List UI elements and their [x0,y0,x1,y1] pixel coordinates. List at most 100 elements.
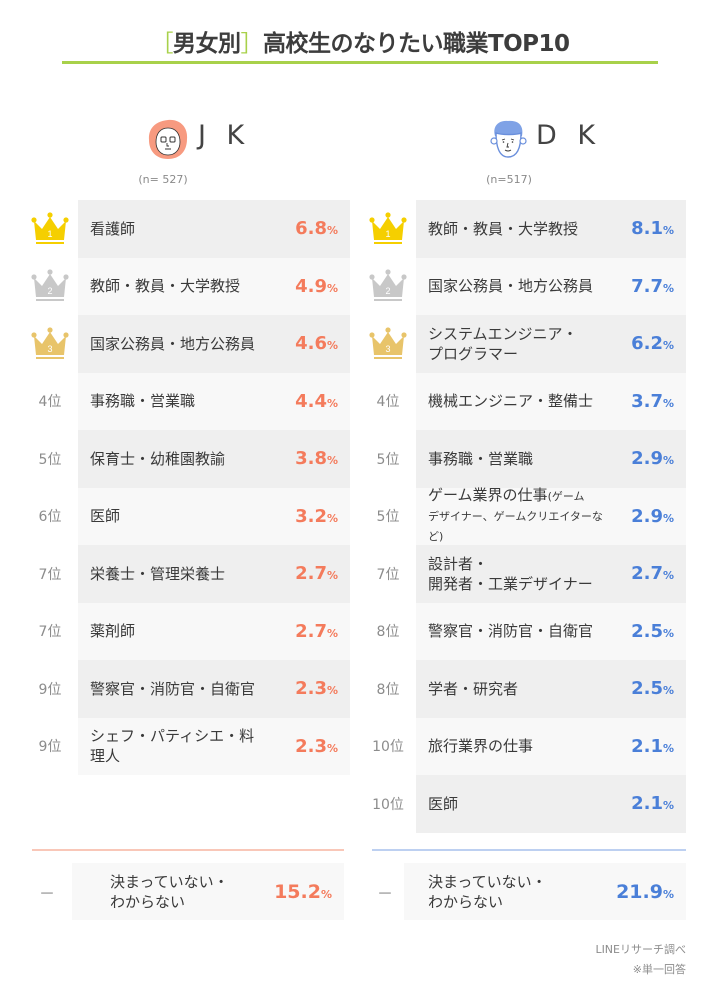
job-name: 看護師 [90,219,136,238]
job-name: シェフ・パティシエ・料理人 [90,727,255,766]
dk-ranking-list: 1 教師・教員・大学教授 8.1% 2 国家公務員・地方公務員 7.7% 3 シ… [360,200,690,833]
job-name: システムエンジニア・ プログラマー [428,324,578,363]
table-row: 7位 薬剤師 2.7% [22,602,352,660]
table-row: 7位 設計者・ 開発者・工業デザイナー 2.7% [360,545,690,603]
percentage: 15.2% [274,880,332,903]
table-row: 3 国家公務員・地方公務員 4.6% [22,315,352,373]
table-row: 10位 医師 2.1% [360,775,690,833]
svg-text:3: 3 [385,344,390,354]
rank-label: 10位 [372,739,404,756]
rank-label: 8位 [376,681,400,698]
table-row: 5位 ゲーム業界の仕事(ゲーム デザイナー、ゲームクリエイターなど) 2.9% [360,486,690,545]
row-cell: 警察官・消防官・自衛官 2.3% [78,660,350,718]
table-row: 2 教師・教員・大学教授 4.9% [22,257,352,315]
row-cell: 国家公務員・地方公務員 7.7% [416,257,686,315]
rank-1: 1 [22,200,78,258]
percentage: 4.4% [295,390,338,412]
row-cell: 事務職・営業職 2.9% [416,430,686,488]
bronze-crown-icon: 3 [31,327,69,361]
row-cell: ゲーム業界の仕事(ゲーム デザイナー、ゲームクリエイターなど) 2.9% [416,486,686,545]
jk-sample-size: (n= 527) [138,173,188,186]
svg-text:3: 3 [47,344,52,354]
row-cell: 警察官・消防官・自衛官 2.5% [416,602,686,660]
job-name: 国家公務員・地方公務員 [428,277,594,296]
girl-face-icon [148,119,188,159]
table-row: 10位 旅行業界の仕事 2.1% [360,717,690,775]
dk-sample-size: (n=517) [486,173,532,186]
row-cell: 教師・教員・大学教授 4.9% [78,257,350,315]
row-cell: 機械エンジニア・整備士 3.7% [416,372,686,430]
bronze-crown-icon: 3 [369,327,407,361]
row-cell: 事務職・営業職 4.4% [78,372,350,430]
rank-label: 8位 [376,624,400,641]
job-name: 旅行業界の仕事 [428,737,534,756]
dk-header: D K [360,118,690,166]
percentage: 2.1% [631,793,674,815]
rank-3: 3 [360,315,416,373]
rank-label: 5位 [38,451,62,468]
rank-label: 10位 [372,796,404,813]
boy-face-icon [490,120,527,158]
row-cell: 旅行業界の仕事 2.1% [416,717,686,775]
rank-label: 7位 [38,624,62,641]
table-row: 4位 事務職・営業職 4.4% [22,372,352,430]
jk-label: J K [198,120,251,151]
table-row: 5位 事務職・営業職 2.9% [360,430,690,488]
job-name: ゲーム業界の仕事(ゲーム デザイナー、ゲームクリエイターなど) [428,486,603,544]
jk-divider [32,849,344,851]
job-name: 教師・教員・大学教授 [428,219,579,238]
job-name: 国家公務員・地方公務員 [90,334,256,353]
row-cell: 薬剤師 2.7% [78,602,350,660]
job-name: 警察官・消防官・自衛官 [90,679,256,698]
rank-1: 1 [360,200,416,258]
job-name: 事務職・営業職 [90,392,196,411]
gold-crown-icon: 1 [369,212,407,246]
rank-label: 4位 [38,394,62,411]
rank-2: 2 [360,258,416,316]
svg-text:2: 2 [385,286,390,296]
gold-crown-icon: 1 [31,212,69,246]
svg-text:1: 1 [385,229,390,239]
row-cell: 決まっていない・ わからない 15.2% [72,863,344,920]
percentage: 7.7% [631,275,674,297]
row-cell: 設計者・ 開発者・工業デザイナー 2.7% [416,545,686,603]
title-underline [62,61,658,64]
rank-label: 9位 [38,681,62,698]
row-cell: 栄養士・管理栄養士 2.7% [78,545,350,603]
table-row: 9位 警察官・消防官・自衛官 2.3% [22,660,352,718]
bracket-open: ［ [150,31,173,57]
percentage: 2.1% [631,735,674,757]
rank-label: 5位 [376,509,400,526]
dash-icon: － [376,883,393,903]
percentage: 2.7% [631,563,674,585]
percentage: 4.9% [295,275,338,297]
jk-undecided-row: － 決まっていない・ わからない 15.2% [22,863,352,920]
rank-label: 5位 [376,451,400,468]
percentage: 3.8% [295,448,338,470]
row-cell: シェフ・パティシエ・料理人 2.3% [78,717,350,775]
job-name: 栄養士・管理栄養士 [90,564,226,583]
dk-label: D K [536,120,602,151]
row-cell: 決まっていない・ わからない 21.9% [404,863,686,920]
job-name: 保育士・幼稚園教諭 [90,449,226,468]
dash-icon: － [38,883,55,903]
table-row: 1 看護師 6.8% [22,200,352,258]
percentage: 3.2% [295,505,338,527]
table-row: 1 教師・教員・大学教授 8.1% [360,200,690,258]
rank-label: 7位 [376,566,400,583]
table-row: 5位 保育士・幼稚園教諭 3.8% [22,430,352,488]
dk-divider [372,849,686,851]
table-row: 3 システムエンジニア・ プログラマー 6.2% [360,315,690,373]
bracket-close: ］ [240,31,263,57]
row-cell: 医師 2.1% [416,775,686,833]
job-name: 医師 [428,794,459,813]
percentage: 2.3% [295,735,338,757]
svg-text:1: 1 [47,229,52,239]
table-row: 8位 学者・研究者 2.5% [360,660,690,718]
percentage: 21.9% [616,880,674,903]
rank-3: 3 [22,315,78,373]
rank-label: 4位 [376,394,400,411]
row-cell: 国家公務員・地方公務員 4.6% [78,315,350,373]
footer-notes: LINEリサーチ調べ ※単一回答 [595,940,686,980]
table-row: 2 国家公務員・地方公務員 7.7% [360,257,690,316]
